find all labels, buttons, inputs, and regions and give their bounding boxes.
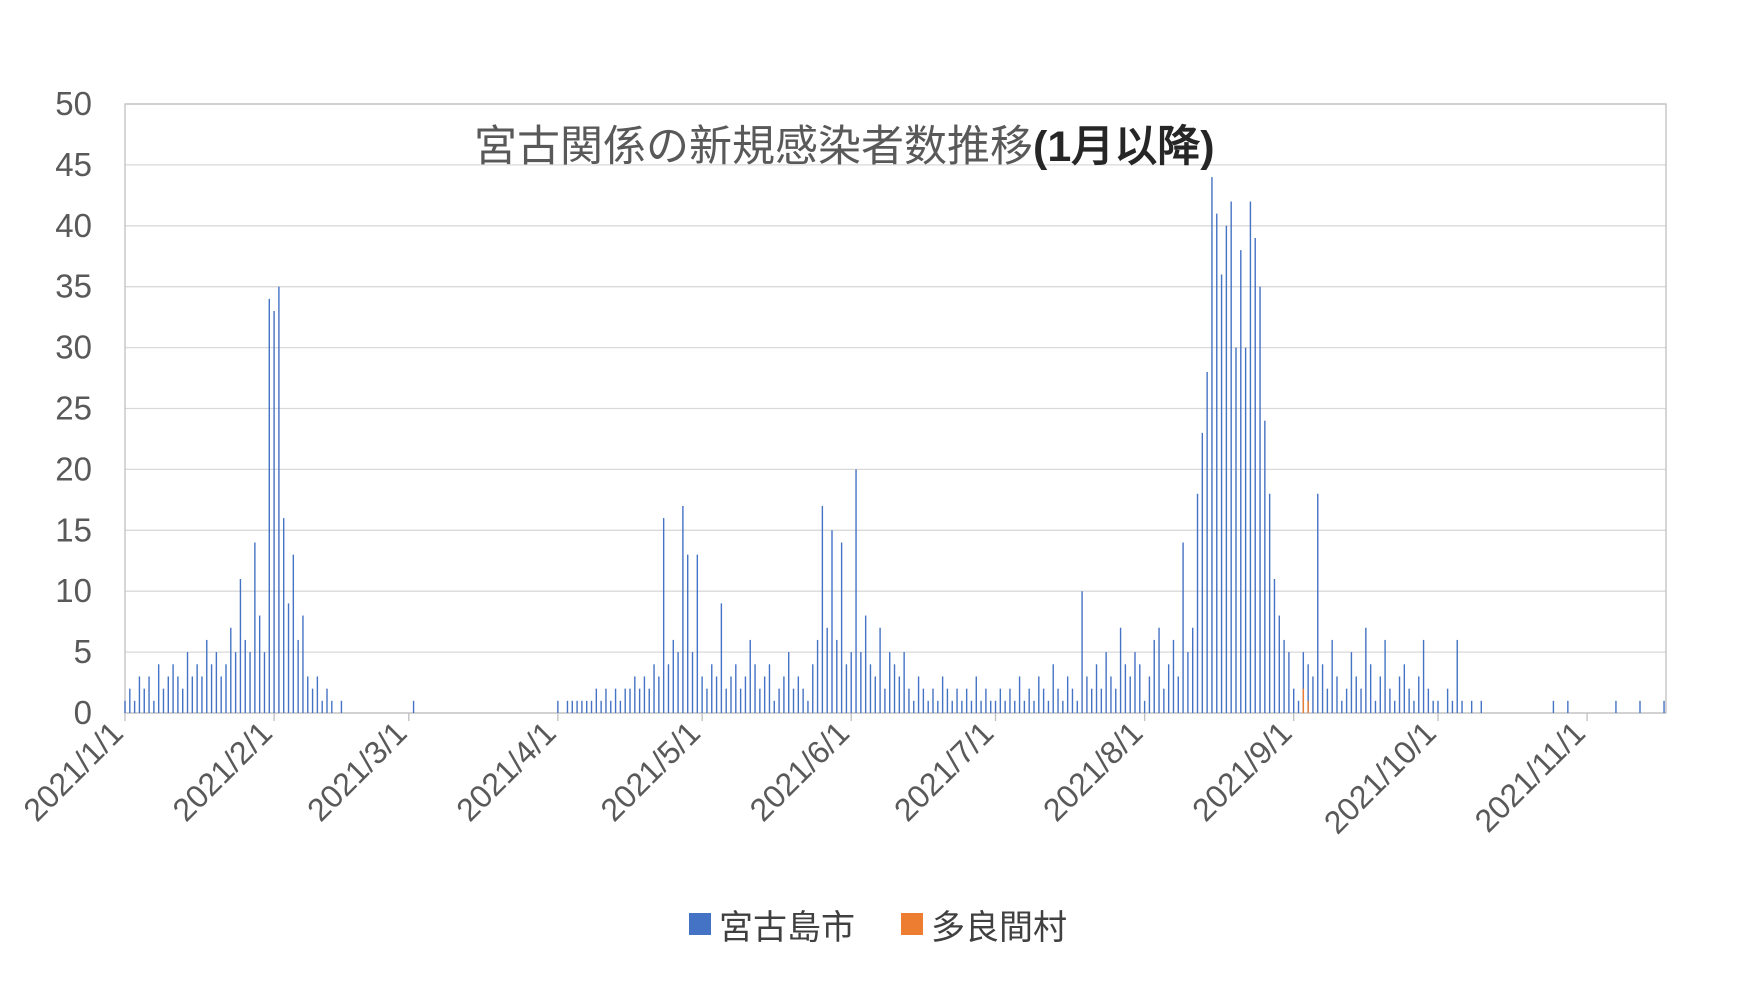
svg-text:25: 25 (55, 390, 92, 427)
svg-text:35: 35 (55, 268, 92, 305)
svg-text:45: 45 (55, 146, 92, 183)
svg-text:宮古関係の新規感染者数推移(1月以降): 宮古関係の新規感染者数推移(1月以降) (474, 123, 1215, 171)
svg-text:多良間村: 多良間村 (931, 909, 1067, 947)
svg-text:10: 10 (55, 572, 92, 609)
svg-text:30: 30 (55, 329, 92, 366)
svg-text:50: 50 (55, 85, 92, 122)
svg-text:20: 20 (55, 450, 92, 487)
svg-text:0: 0 (74, 694, 92, 731)
svg-text:15: 15 (55, 511, 92, 548)
svg-text:宮古島市: 宮古島市 (719, 909, 855, 947)
svg-text:40: 40 (55, 207, 92, 244)
svg-text:5: 5 (74, 633, 92, 670)
